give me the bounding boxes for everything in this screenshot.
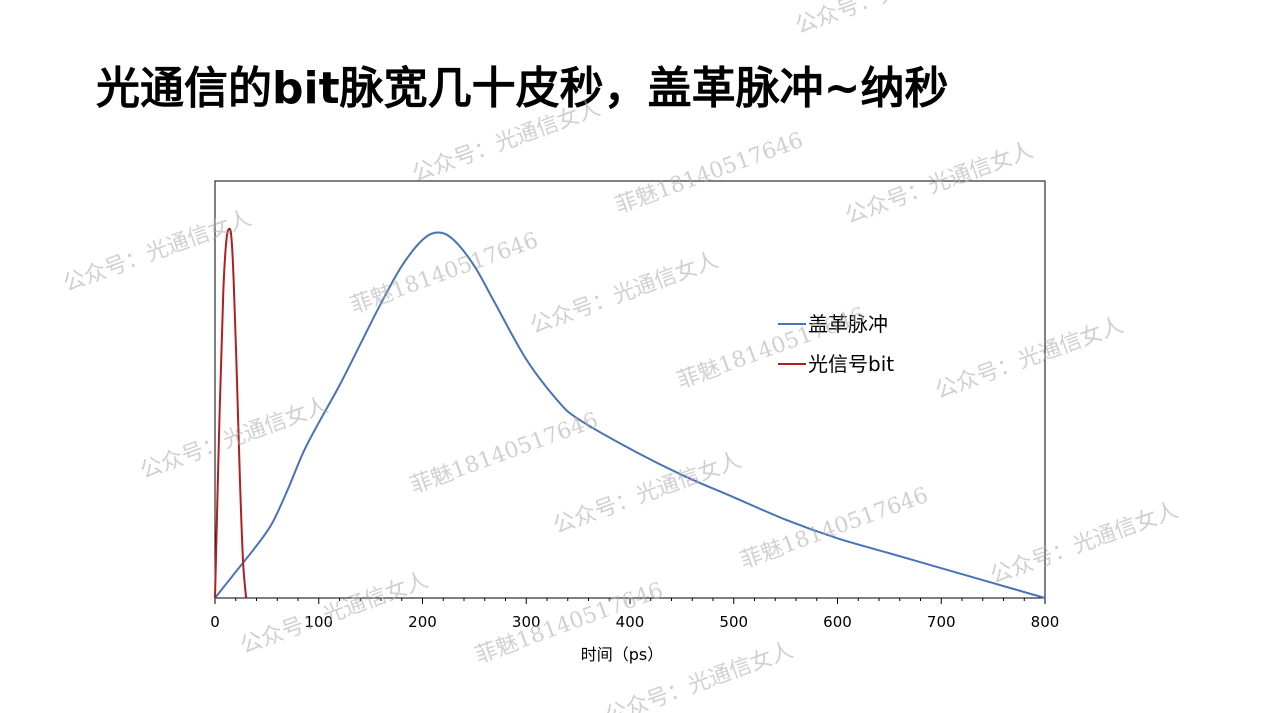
x-tick-label: 100 — [304, 613, 333, 631]
legend-label: 盖革脉冲 — [808, 312, 888, 336]
series-lines — [214, 227, 1046, 599]
x-tick-label: 700 — [927, 613, 956, 631]
series-line-geiger-pulse — [214, 231, 1046, 599]
x-axis-label: 时间（ps） — [581, 645, 664, 664]
x-tick-label: 800 — [1031, 613, 1060, 631]
page-title: 光通信的bit脉宽几十皮秒，盖革脉冲~纳秒 — [96, 63, 949, 114]
legend-label: 光信号bit — [808, 352, 894, 376]
x-axis-ticks — [214, 598, 1046, 604]
x-axis-tick-labels: 0 100 200 300 400 500 600 700 800 — [210, 613, 1059, 631]
x-tick-label: 400 — [616, 613, 645, 631]
series-line-optical-bit — [214, 227, 248, 599]
plot-frame — [214, 180, 1046, 599]
x-tick-label: 600 — [823, 613, 852, 631]
x-tick-label: 0 — [210, 613, 220, 631]
x-tick-label: 300 — [512, 613, 541, 631]
x-tick-label: 500 — [719, 613, 748, 631]
x-tick-label: 200 — [408, 613, 437, 631]
